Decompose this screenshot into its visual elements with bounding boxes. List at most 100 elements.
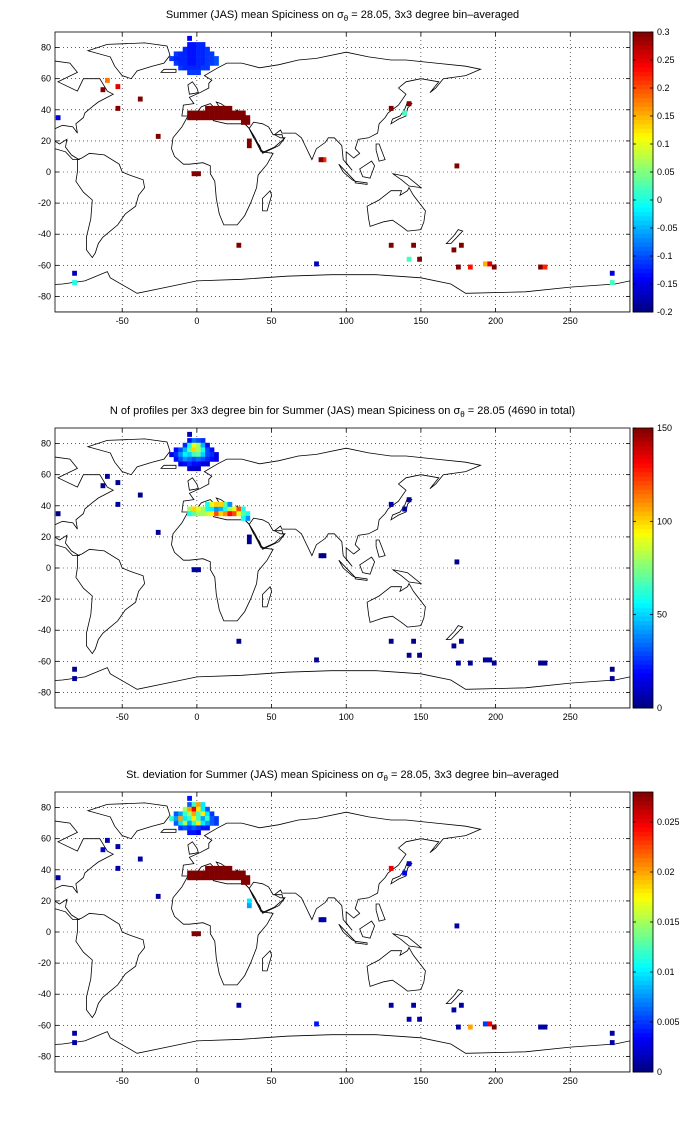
bin-cell bbox=[205, 816, 210, 822]
colorbar-tick-label: -0.15 bbox=[657, 279, 678, 289]
colorbar-box bbox=[632, 791, 654, 1073]
bin-cell bbox=[200, 447, 206, 453]
colorbar-tick-label: 0 bbox=[657, 195, 662, 205]
bin-cell bbox=[205, 46, 210, 52]
colorbar-swatch bbox=[633, 246, 653, 252]
bin-cell bbox=[137, 96, 143, 102]
bin-cell bbox=[223, 506, 228, 512]
bin-cell bbox=[214, 452, 219, 458]
bin-cell bbox=[205, 105, 210, 111]
bin-cell bbox=[209, 51, 215, 57]
bin-cell bbox=[240, 110, 246, 116]
bin-cell bbox=[209, 456, 215, 462]
bin-cell bbox=[173, 51, 179, 57]
colorbar-swatch bbox=[633, 476, 653, 482]
colorbar-swatch bbox=[633, 563, 653, 569]
coastline-newzealand bbox=[445, 229, 464, 245]
bin-cell bbox=[196, 870, 201, 876]
bin-cell bbox=[214, 875, 219, 881]
colorbar-swatch bbox=[633, 454, 653, 460]
bin-cell bbox=[411, 1002, 416, 1008]
bin-cell bbox=[314, 657, 319, 663]
bin-cell bbox=[411, 242, 416, 248]
coastline-greenland bbox=[86, 42, 171, 80]
colorbar-tick-label: 0.02 bbox=[657, 867, 675, 877]
x-tick-label: -50 bbox=[116, 1076, 129, 1086]
bin-cell bbox=[227, 511, 233, 517]
colorbar-swatch bbox=[633, 110, 653, 116]
bin-cell bbox=[318, 553, 324, 559]
bin-cell bbox=[196, 442, 201, 448]
colorbar-swatch bbox=[633, 441, 653, 447]
bin-cell bbox=[491, 660, 497, 666]
bin-cell bbox=[200, 825, 206, 831]
bin-cell bbox=[200, 115, 206, 121]
bin-cell bbox=[182, 461, 188, 467]
bin-cell bbox=[187, 438, 192, 444]
colorbar-swatch bbox=[633, 550, 653, 556]
colorbar-swatch bbox=[633, 524, 653, 530]
bin-cell bbox=[178, 65, 183, 71]
x-tick-label: 100 bbox=[339, 1076, 354, 1086]
bin-cell bbox=[191, 870, 197, 876]
x-tick-label: 250 bbox=[563, 316, 578, 326]
coastline-africa bbox=[171, 509, 274, 622]
colorbar-swatch bbox=[633, 993, 653, 999]
colorbar-swatch bbox=[633, 224, 653, 230]
coastline-north-america bbox=[55, 456, 115, 556]
bin-cell bbox=[187, 65, 192, 71]
bin-cell bbox=[72, 1040, 77, 1046]
bin-cell bbox=[187, 110, 192, 116]
colorbar-swatch bbox=[633, 686, 653, 692]
bin-cell bbox=[218, 115, 224, 121]
bin-cell bbox=[200, 811, 206, 817]
bin-cell bbox=[406, 861, 412, 867]
bin-cell bbox=[187, 70, 192, 76]
bin-cell bbox=[200, 870, 206, 876]
map-area bbox=[55, 428, 630, 708]
bin-cell bbox=[169, 816, 175, 822]
bin-cell bbox=[72, 676, 77, 682]
colorbar-swatch bbox=[633, 185, 653, 191]
bin-cell bbox=[196, 825, 201, 831]
colorbar-swatch bbox=[633, 115, 653, 121]
colorbar-tick-label: -0.1 bbox=[657, 251, 673, 261]
bin-cell bbox=[209, 811, 215, 817]
colorbar-swatch bbox=[633, 167, 653, 173]
colorbar-swatch bbox=[633, 844, 653, 850]
colorbar-swatch bbox=[633, 1045, 653, 1051]
colorbar-swatch bbox=[633, 511, 653, 517]
bin-cell bbox=[388, 638, 394, 644]
bin-cell bbox=[245, 875, 251, 881]
x-tick-label: 50 bbox=[267, 1076, 277, 1086]
colorbar-swatch bbox=[633, 80, 653, 86]
bin-cell bbox=[402, 110, 408, 116]
bin-cell bbox=[72, 280, 77, 286]
bin-cell bbox=[209, 511, 215, 517]
bin-cell bbox=[191, 511, 197, 517]
bin-cell bbox=[209, 875, 215, 881]
colorbar-swatch bbox=[633, 703, 653, 709]
colorbar-swatch bbox=[633, 106, 653, 112]
bin-cell bbox=[218, 865, 224, 871]
bin-cell bbox=[191, 46, 197, 52]
bin-cell bbox=[196, 56, 201, 62]
colorbar-swatch bbox=[633, 1054, 653, 1060]
bin-cell bbox=[187, 802, 192, 808]
bin-cell bbox=[196, 65, 201, 71]
coastline-north-america bbox=[55, 60, 115, 161]
bin-cell bbox=[196, 811, 201, 817]
bin-cell bbox=[205, 511, 210, 517]
bin-cell bbox=[246, 539, 252, 545]
bin-cell bbox=[191, 931, 197, 937]
bin-cell bbox=[205, 825, 210, 831]
bin-cell bbox=[223, 110, 228, 116]
colorbar-swatch bbox=[633, 848, 653, 854]
bin-cell bbox=[115, 480, 121, 486]
colorbar-swatch bbox=[633, 813, 653, 819]
bin-cell bbox=[214, 501, 219, 507]
bin-cell bbox=[187, 806, 192, 812]
colorbar-swatch bbox=[633, 901, 653, 907]
panel-mean: Summer (JAS) mean Spiciness on σθ = 28.0… bbox=[38, 9, 678, 326]
colorbar-swatch bbox=[633, 888, 653, 894]
